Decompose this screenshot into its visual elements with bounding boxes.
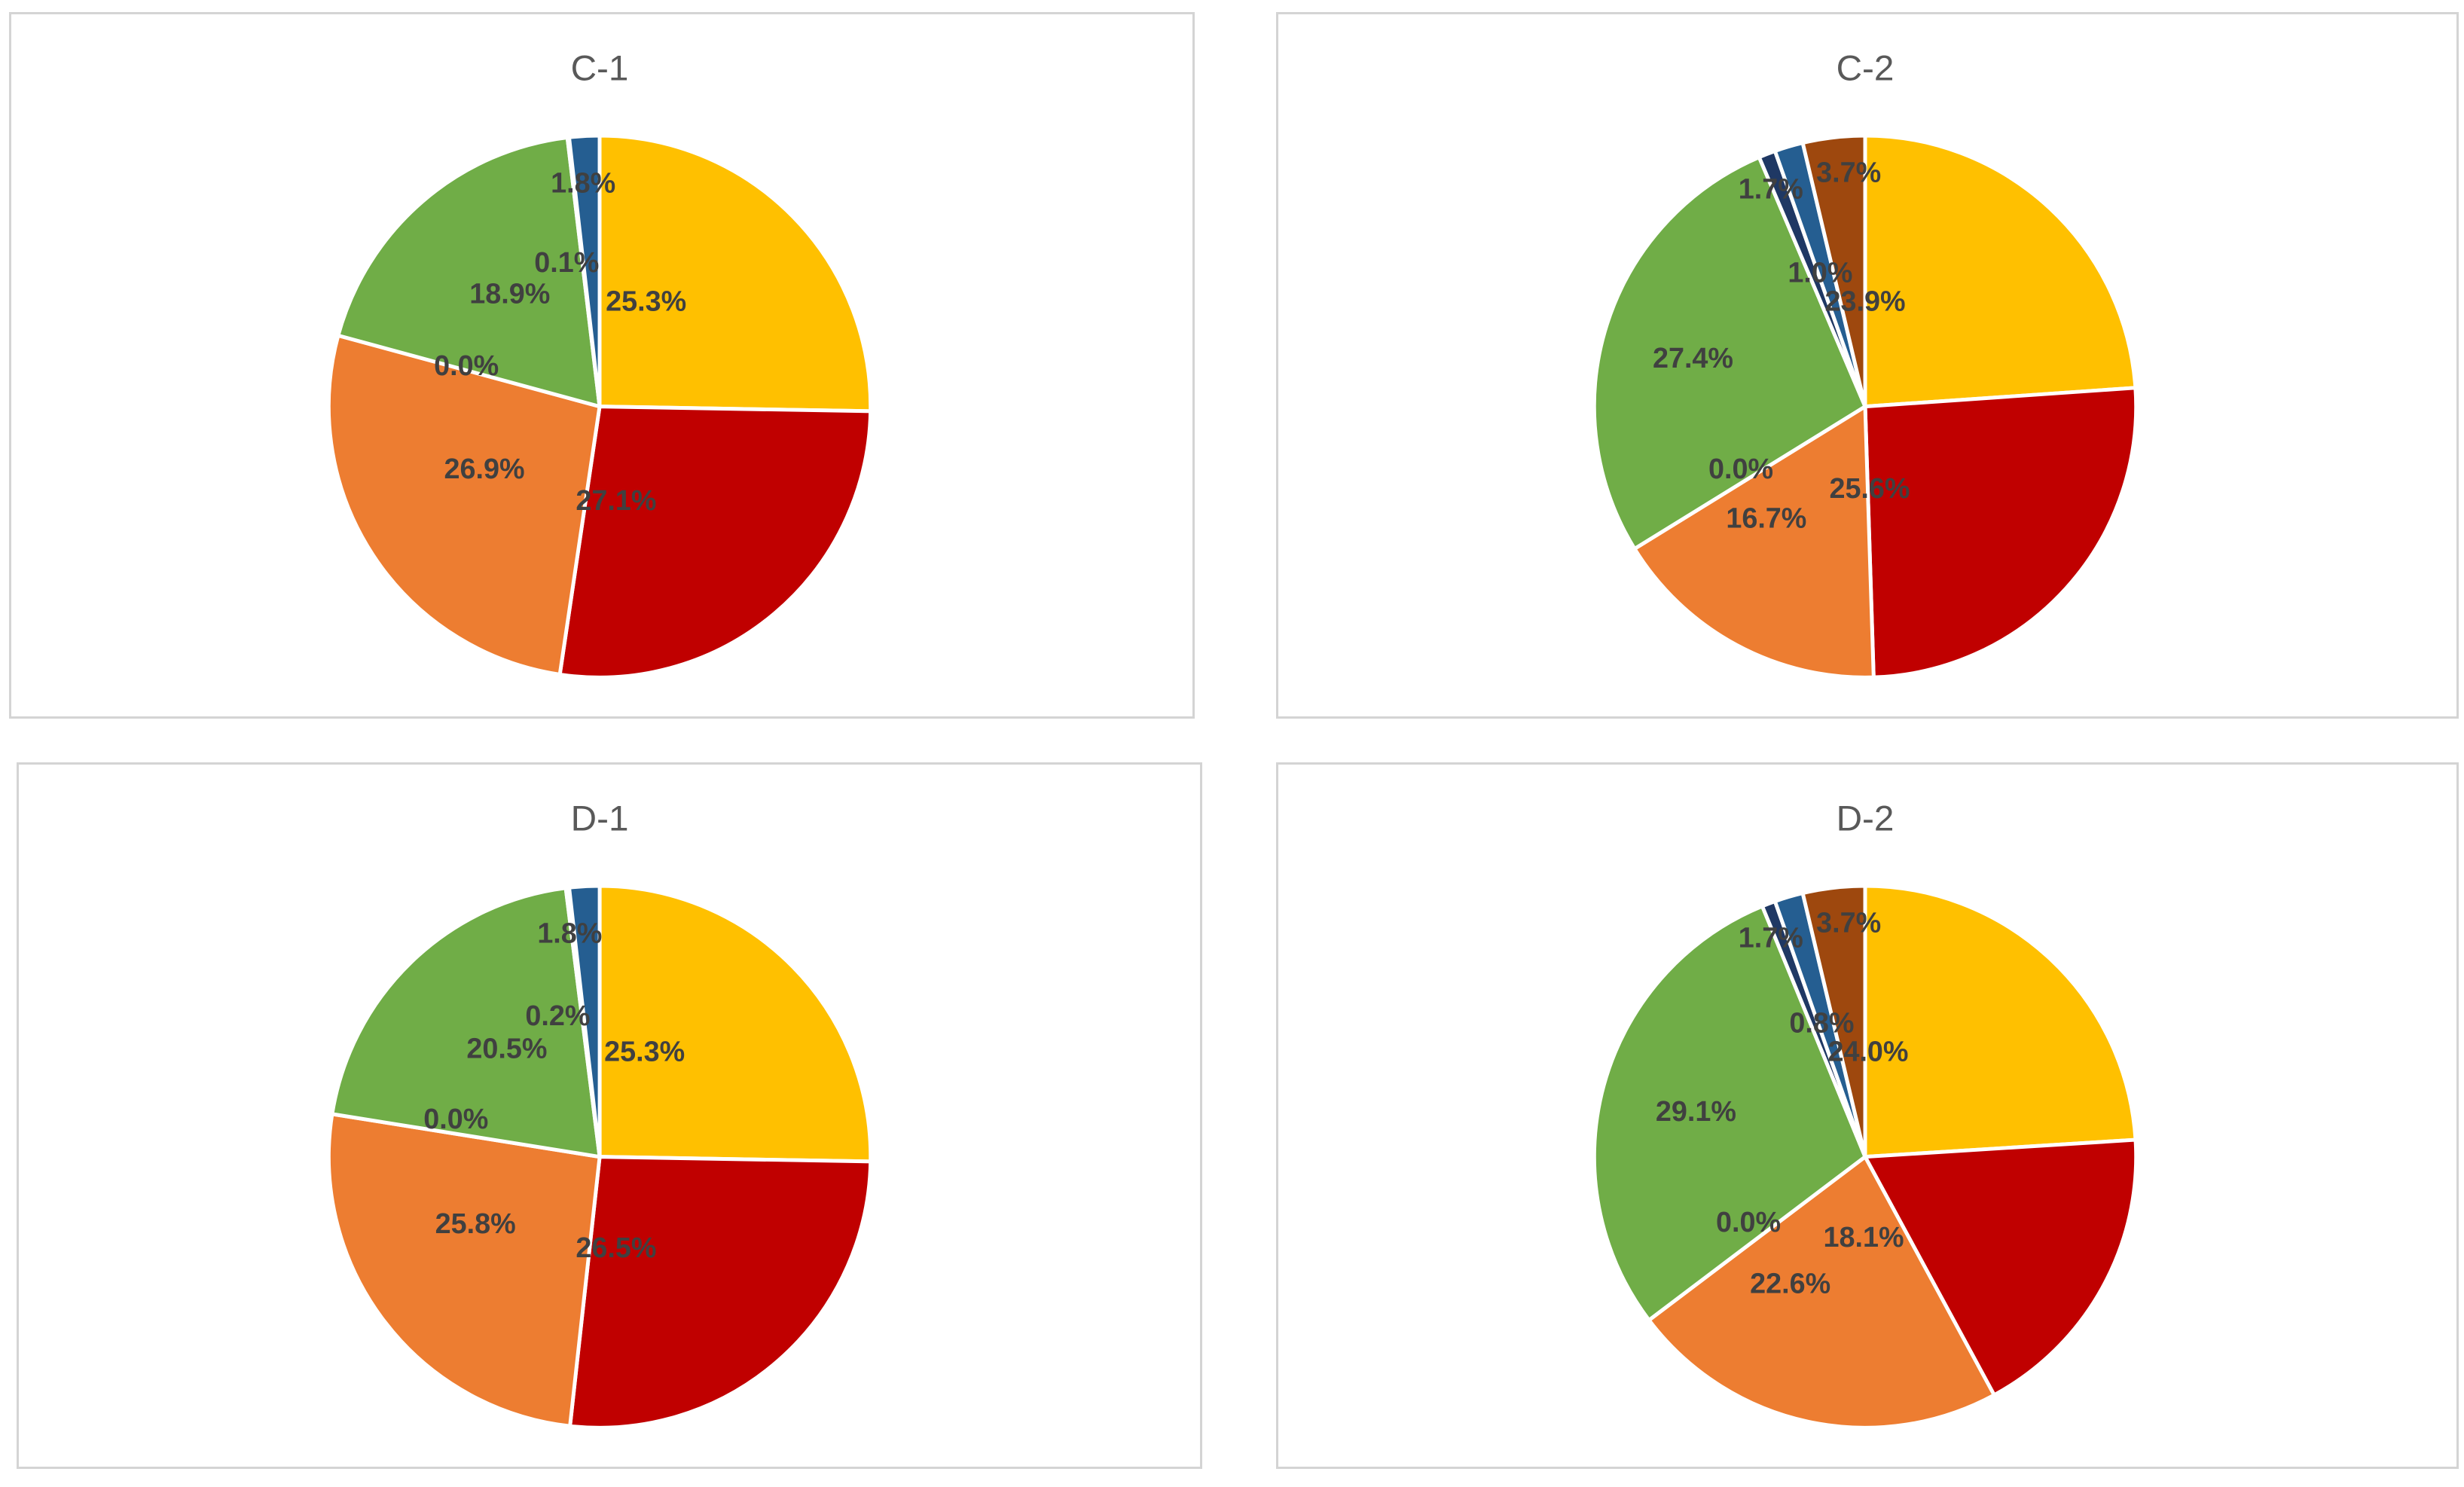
d-2-label-orange: 22.6% (1750, 1267, 1830, 1299)
d-2-label-gray: 0.0% (1716, 1206, 1781, 1238)
c-2-labels: 23.9% 25.6% 16.7% 0.0% 27.4% 1.0% 1.7% 3.7% (1653, 157, 1910, 534)
d-2-slice-orange (1647, 1155, 1996, 1430)
d-1-slice-orange (326, 1112, 602, 1428)
c-2-title: C-2 (1837, 48, 1895, 88)
c-1-labels: 25.3% 27.1% 26.9% 0.0% 18.9%0.1% 1.8% (434, 166, 686, 515)
c-2-label-orange: 16.7% (1726, 502, 1806, 534)
d-1-label-yellow: 25.3% (604, 1035, 685, 1067)
c-2-label-blue: 1.7% (1739, 173, 1803, 204)
c-1-label-orange: 26.9% (444, 453, 524, 484)
c-2-slices (1592, 133, 2139, 679)
d-1-label-white: 0.2% (525, 1000, 590, 1031)
d-2-slice-red (1863, 1137, 2139, 1397)
d-1-labels: 25.3% 26.5% 25.8% 0.0% 20.5%0.2% 1.8% (423, 917, 685, 1263)
c-1-slices (326, 133, 873, 679)
pie-chart-c-1: C-1 25.3% 27.1% 26.9% 0.0% 18.9% 0.1% 1.8% (9, 12, 1195, 719)
d-1-label-red: 26.5% (576, 1232, 656, 1263)
d-2-slice-brown (1800, 884, 1867, 1159)
c-2-slice-brown (1800, 133, 1867, 409)
d-2-labels: 24.0% 18.1% 22.6% 0.0% 29.1% 0.8% 1.7% 3.7% (1656, 907, 1909, 1299)
d-2-label-green: 29.1% (1656, 1095, 1736, 1127)
c-1-slice-blue (566, 133, 602, 409)
c-2-label-green: 27.4% (1653, 342, 1733, 374)
c-2-slice-orange (1632, 405, 1876, 679)
c-2-label-navy: 1.0% (1788, 257, 1852, 289)
d-2-label-red: 18.1% (1824, 1221, 1904, 1253)
c-1-label-white: 0.1% (534, 246, 599, 278)
d-2-label-blue: 1.7% (1739, 921, 1803, 953)
c-1-label-red: 27.1% (576, 484, 656, 516)
pie-chart-c-1-svg: C-1 25.3% 27.1% 26.9% 0.0% 18.9%0.1% 1.8% (326, 48, 873, 679)
c-1-label-yellow: 25.3% (606, 285, 686, 316)
c-2-slice-red (1863, 386, 2139, 679)
d-1-slice-red (568, 1155, 873, 1430)
c-1-title: C-1 (571, 48, 629, 88)
d-2-label-navy: 0.8% (1789, 1007, 1854, 1039)
c-2-label-brown: 3.7% (1816, 157, 1881, 188)
pie-chart-d-2-svg: D-2 24.0% 18.1% 22.6% 0.0% 29.1% 0.8% 1.7% 3.7% (1592, 798, 2139, 1430)
c-2-label-gray: 0.0% (1708, 453, 1773, 484)
d-2-label-yellow: 24.0% (1827, 1035, 1908, 1067)
d-2-title: D-2 (1837, 798, 1895, 838)
c-2-slice-yellow (1863, 133, 2138, 409)
pie-chart-c-2: C-2 23.9% 25.6% 16.7% 0.0% 27.4% 1.0% 1.7% 3.7% (1276, 12, 2459, 719)
c-1-label-blue: 1.8% (551, 166, 615, 198)
d-1-label-blue: 1.8% (537, 917, 602, 948)
pie-chart-d-1: D-1 25.3% 26.5% 25.8% 0.0% 20.5% 0.2% 1.8% (17, 762, 1202, 1469)
d-1-title: D-1 (571, 798, 629, 838)
c-1-slice-orange (326, 333, 602, 676)
d-2-slices (1592, 884, 2139, 1430)
pie-chart-d-2: D-2 24.0% 18.1% 22.6% 0.0% 29.1% 0.8% 1.7% 3.7% (1276, 762, 2459, 1469)
c-1-slice-yellow (597, 133, 873, 414)
c-2-label-yellow: 23.9% (1824, 285, 1905, 316)
d-1-slice-green (330, 886, 602, 1159)
c-1-slice-red (557, 405, 873, 679)
d-2-label-brown: 3.7% (1816, 907, 1881, 939)
d-2-slice-yellow (1863, 884, 2138, 1159)
c-2-label-red: 25.6% (1829, 472, 1910, 504)
d-2-slice-green (1592, 904, 1867, 1322)
d-1-label-green: 20.5% (466, 1032, 547, 1064)
pie-chart-c-2-svg: C-2 23.9% 25.6% 16.7% 0.0% 27.4% 1.0% 1.7% 3.7% (1592, 48, 2139, 679)
c-1-label-gray: 0.0% (434, 350, 499, 381)
d-1-slice-blue (567, 884, 602, 1159)
d-1-label-orange: 25.8% (435, 1208, 516, 1239)
d-1-slices (326, 884, 873, 1430)
c-2-slice-green (1592, 155, 1867, 551)
pie-chart-d-1-svg: D-1 25.3% 26.5% 25.8% 0.0% 20.5%0.2% 1.8% (326, 798, 873, 1430)
d-1-slice-yellow (597, 884, 873, 1164)
c-1-slice-green (336, 136, 602, 409)
d-1-label-gray: 0.0% (423, 1103, 488, 1134)
c-1-label-green: 18.9% (469, 278, 550, 310)
